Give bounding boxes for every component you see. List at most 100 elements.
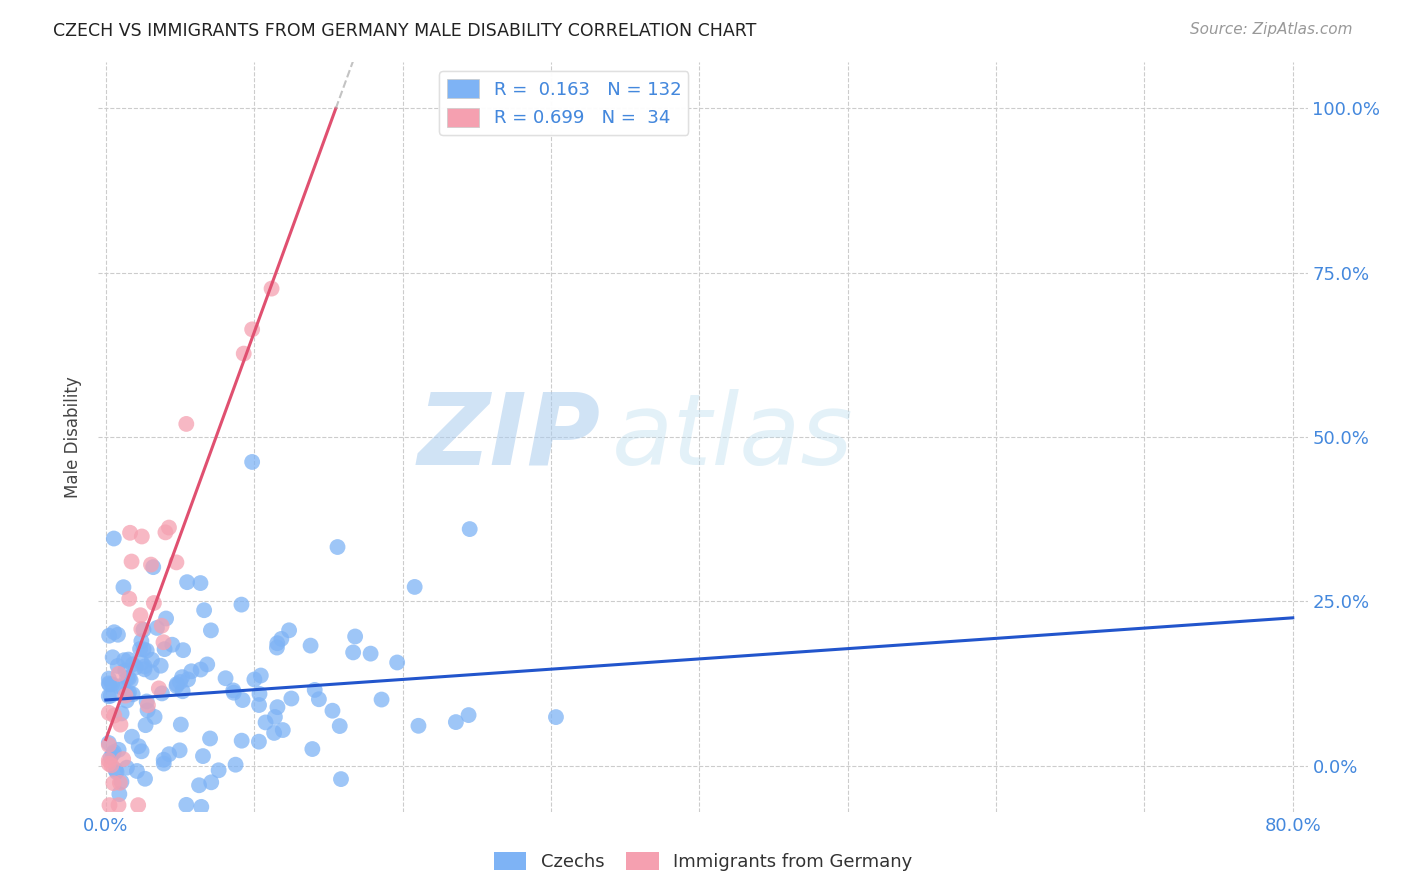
Point [141,653,163,667]
Point [408,719,430,733]
Point [115,671,138,685]
Point [195,657,218,672]
Point [100,758,122,772]
Point [136,698,159,713]
Point [124,660,146,674]
Point [190,663,212,677]
Point [118,525,141,540]
Point [177,673,200,687]
Point [128,739,150,754]
Point [304,682,326,697]
Point [344,630,367,644]
Point [150,619,173,633]
Point [169,675,191,690]
Point [172,670,194,684]
Point [139,558,162,572]
Point [264,710,287,724]
Point [180,665,202,679]
Point [191,749,214,764]
Point [263,726,285,740]
Point [247,698,270,712]
Point [117,687,139,701]
Point [110,706,132,721]
Point [107,743,129,757]
Point [131,744,153,758]
Point [112,580,135,594]
Point [247,734,270,748]
Point [457,708,479,723]
Point [121,730,143,744]
Point [193,603,215,617]
Point [198,731,221,746]
Point [100,689,122,703]
Point [266,636,288,650]
Point [105,765,128,780]
Legend: Czechs, Immigrants from Germany: Czechs, Immigrants from Germany [486,845,920,879]
Point [157,520,180,534]
Point [97,690,120,704]
Point [134,659,156,673]
Point [232,346,254,360]
Point [299,639,322,653]
Point [544,710,567,724]
Y-axis label: Male Disability: Male Disability [65,376,83,498]
Point [155,525,177,540]
Text: atlas: atlas [613,389,853,485]
Point [115,693,138,707]
Point [266,640,288,655]
Point [155,611,177,625]
Point [176,575,198,590]
Point [112,752,135,766]
Point [104,763,127,777]
Legend: R =  0.163   N = 132, R = 0.699   N =  34: R = 0.163 N = 132, R = 0.699 N = 34 [440,71,689,135]
Point [101,747,124,761]
Point [110,717,132,731]
Point [385,656,408,670]
Point [166,679,188,693]
Point [172,684,194,698]
Point [280,691,302,706]
Point [100,750,122,764]
Point [231,598,253,612]
Point [115,761,138,775]
Point [243,673,266,687]
Point [131,529,153,543]
Point [222,686,245,700]
Point [152,635,174,649]
Point [170,717,193,731]
Point [134,662,156,676]
Point [157,747,180,762]
Point [200,775,222,789]
Point [103,625,125,640]
Point [107,659,129,673]
Point [97,672,120,686]
Point [121,657,143,672]
Point [98,677,121,691]
Point [112,653,135,667]
Point [208,764,231,778]
Point [103,745,125,759]
Point [108,787,131,801]
Point [152,756,174,771]
Point [146,621,169,635]
Text: CZECH VS IMMIGRANTS FROM GERMANY MALE DISABILITY CORRELATION CHART: CZECH VS IMMIGRANTS FROM GERMANY MALE DI… [53,22,756,40]
Point [97,706,120,720]
Point [135,718,157,732]
Point [114,664,136,678]
Point [225,757,247,772]
Point [131,656,153,670]
Point [190,576,212,591]
Point [142,596,165,610]
Point [108,776,131,790]
Point [458,522,481,536]
Point [103,532,125,546]
Point [150,686,173,700]
Point [107,666,129,681]
Text: ZIP: ZIP [418,389,600,485]
Point [326,540,349,554]
Point [165,555,187,569]
Point [98,798,121,813]
Point [131,634,153,648]
Point [240,322,263,336]
Point [125,764,148,778]
